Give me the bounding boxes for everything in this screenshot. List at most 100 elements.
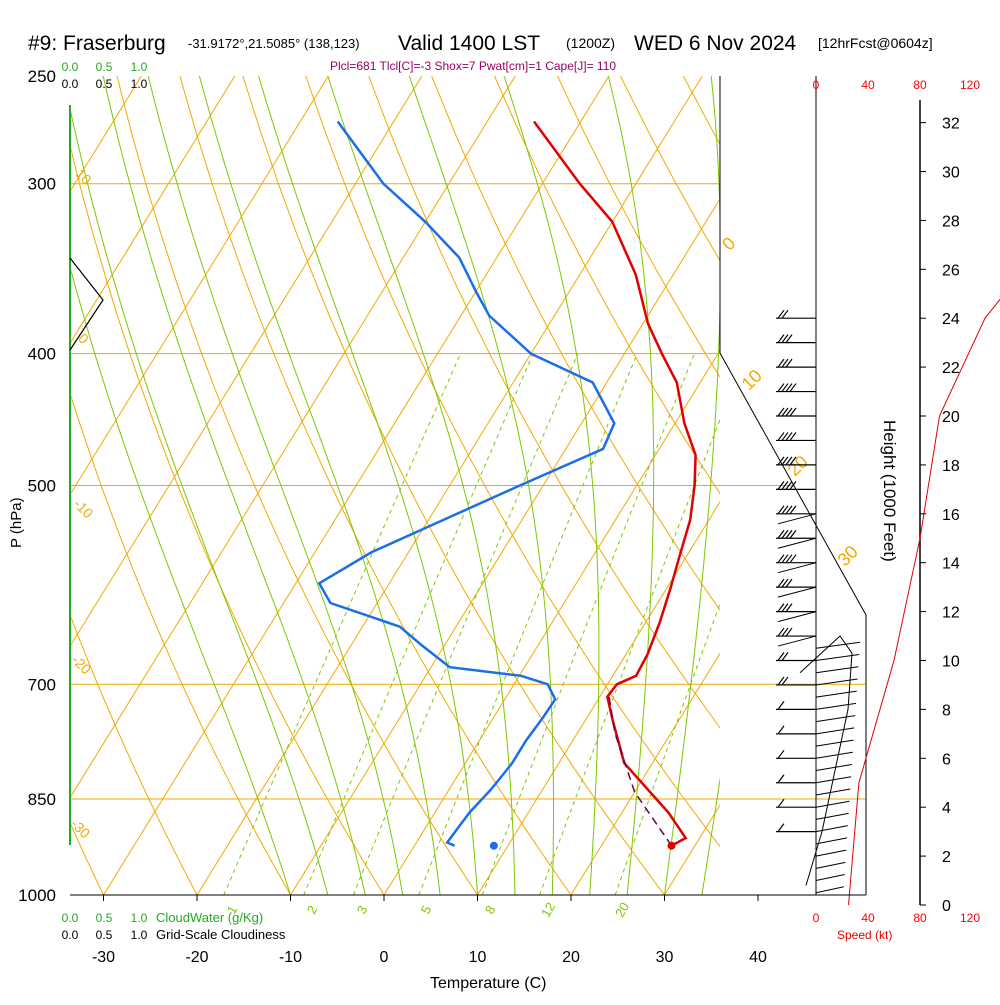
y-axis-label: P (hPa) (8, 497, 25, 548)
dry-adiabat-line (935, 76, 1000, 895)
low-level-wind-flag (816, 887, 844, 893)
wind-barb (776, 432, 816, 440)
cloudiness-top-tick: 1.0 (131, 77, 148, 91)
wind-barb-feather (778, 701, 784, 709)
height-axis-label: Height (1000 Feet) (880, 420, 899, 562)
height-tick-label: 24 (942, 311, 960, 328)
isotherm-label: -20 (69, 652, 95, 678)
wind-barb-feather (778, 726, 784, 734)
temperature-profile (534, 122, 696, 846)
x-tick-label: -30 (92, 949, 115, 966)
cloudiness-label: Grid-Scale Cloudiness (156, 927, 286, 942)
p-tick-label: 700 (28, 675, 56, 694)
x-tick-label: 30 (656, 949, 674, 966)
low-level-wind-flag (778, 636, 816, 646)
low-level-wind-flag (816, 703, 856, 709)
height-tick-label: 14 (942, 556, 960, 573)
dry-adiabat-line (809, 76, 1000, 895)
wind-barb (776, 726, 816, 734)
cloudiness-top-tick: 0.0 (62, 77, 79, 91)
p-tick-label: 300 (28, 175, 56, 194)
wind-barb (776, 359, 816, 367)
low-level-wind-flag (816, 655, 859, 661)
wind-barb (776, 824, 816, 832)
mixing-ratio-line (304, 354, 533, 895)
cloudwater-top-tick: 1.0 (131, 60, 148, 74)
wind-barb-feather (778, 750, 784, 758)
cloudiness-bottom-tick: 0.0 (62, 928, 79, 942)
x-tick-label: 40 (749, 949, 767, 966)
p-tick-label: 250 (28, 67, 56, 86)
speed-top-tick: 120 (960, 78, 980, 92)
theta-label: 0 (718, 233, 739, 254)
surface-points (490, 842, 676, 850)
height-tick-label: 2 (942, 849, 951, 866)
wind-barb (776, 555, 816, 563)
wind-barb (776, 384, 816, 392)
height-tick-label: 8 (942, 702, 951, 719)
isobars (70, 184, 866, 895)
wind-barb (776, 408, 816, 416)
isotherm-label: -30 (68, 816, 94, 842)
wind-barb (776, 310, 816, 318)
low-level-wind-flag (816, 667, 858, 673)
forecast-date: WED 6 Nov 2024 (634, 32, 797, 55)
low-level-wind-flag (816, 716, 855, 722)
height-tick-label: 30 (942, 165, 960, 182)
height-tick-label: 22 (942, 360, 960, 377)
height-tick-label: 12 (942, 605, 960, 622)
mixing-ratio-label: 8 (482, 903, 499, 917)
low-level-wind-flag (816, 838, 847, 844)
p-tick-label: 400 (28, 345, 56, 364)
x-tick-label: 20 (562, 949, 580, 966)
low-level-wind-flag (816, 862, 845, 868)
height-tick-label: 16 (942, 507, 960, 524)
cloudwater-top-tick: 0.5 (96, 60, 113, 74)
height-tick-label: 26 (942, 262, 960, 279)
x-tick-label: 10 (469, 949, 487, 966)
surface-dewpoint (490, 842, 498, 850)
isotherm-label: -10 (71, 496, 97, 522)
wind-barb-feather (778, 824, 784, 832)
low-level-wind-flag (816, 642, 860, 648)
height-tick-label: 20 (942, 409, 960, 426)
low-level-wind-flag (778, 612, 816, 622)
mixing-ratio-label: 12 (538, 900, 558, 920)
low-level-wind-flag (778, 514, 816, 524)
wind-barb (776, 628, 816, 636)
low-level-wind-flag (778, 587, 816, 597)
height-tick-label: 4 (942, 800, 951, 817)
wind-barb (776, 653, 816, 661)
low-level-wind-flag (816, 875, 845, 881)
low-level-wind-envelope (800, 636, 852, 885)
wind-barb (776, 530, 816, 538)
sounding-series (319, 122, 695, 846)
low-level-wind-flag (778, 563, 816, 573)
p-tick-label: 850 (28, 790, 56, 809)
low-level-wind-flag (816, 740, 854, 746)
wind-barb (776, 750, 816, 758)
x-tick-label: -10 (279, 949, 302, 966)
wind-barbs (776, 310, 816, 831)
zulu-time: (1200Z) (566, 35, 615, 51)
height-tick-label: 10 (942, 654, 960, 671)
low-level-wind-flag (816, 765, 852, 771)
low-level-wind-flag (816, 850, 846, 856)
p-tick-label: 500 (28, 477, 56, 496)
surface-temperature (668, 842, 676, 850)
x-axis-label: Temperature (C) (430, 975, 546, 992)
wind-barb-feather (778, 799, 784, 807)
wind-speed-profile (849, 98, 1000, 905)
wind-barb (776, 335, 816, 343)
wind-barb (776, 775, 816, 783)
x-tick-label: 0 (380, 949, 389, 966)
low-level-wind-flag (816, 813, 849, 819)
wind-barb (776, 506, 816, 514)
mixing-ratio-label: 20 (612, 900, 632, 920)
mixing-ratio-label: 2 (304, 903, 321, 917)
